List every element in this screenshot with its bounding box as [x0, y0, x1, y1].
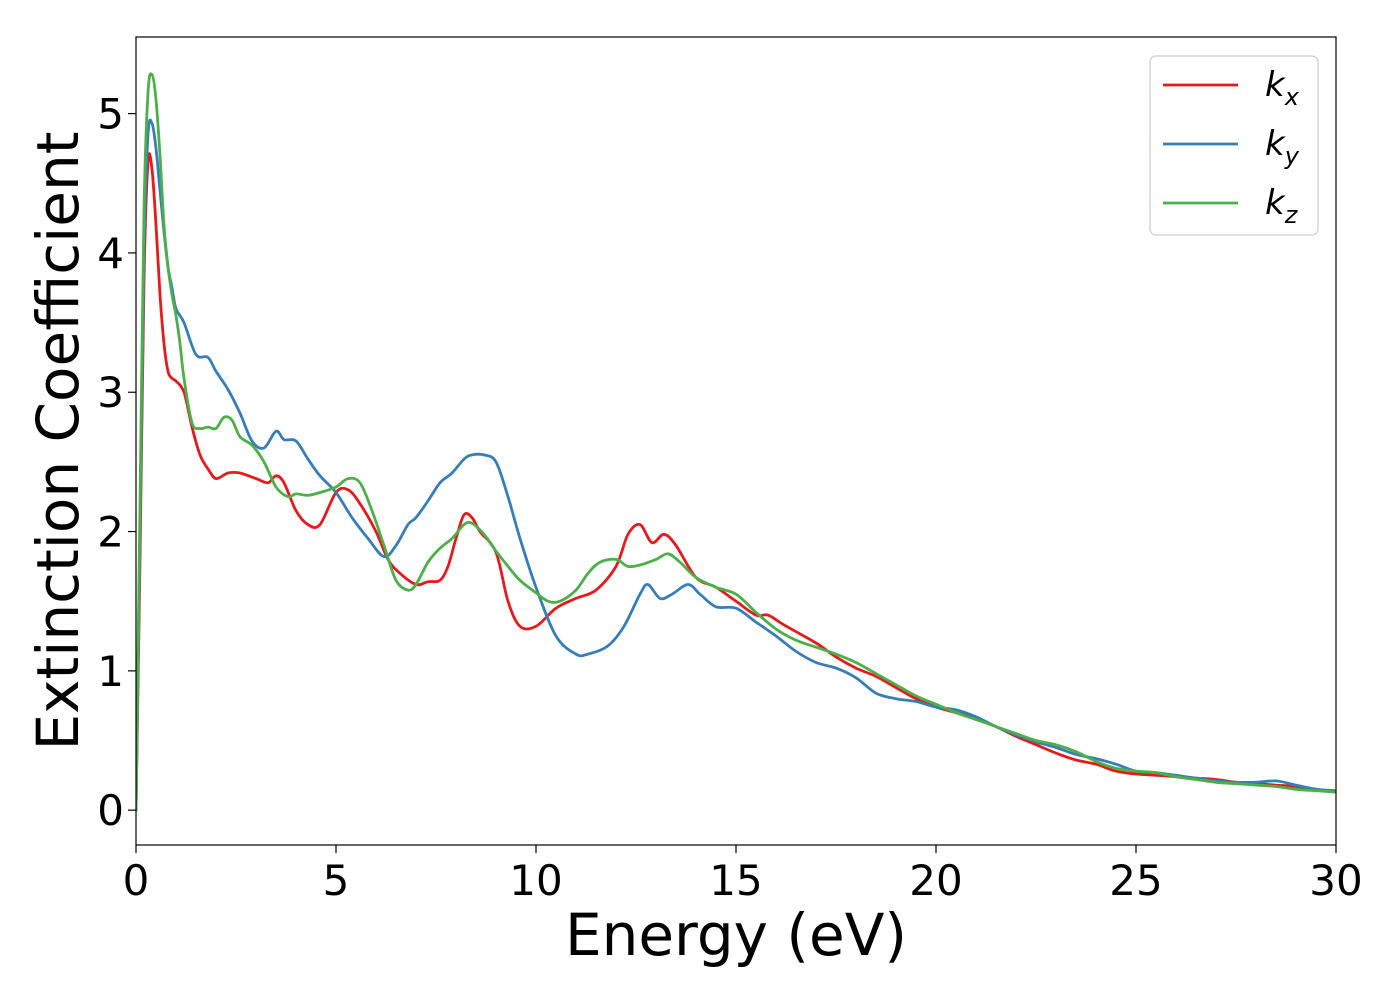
x-tick-label: 0: [123, 856, 150, 905]
x-tick-label: 25: [1109, 856, 1162, 905]
series-line-kz: [136, 72, 1336, 812]
y-axis-label: Extinction Coefficient: [24, 132, 92, 751]
series-line-ky: [136, 118, 1336, 812]
y-tick-label: 4: [97, 229, 124, 278]
x-axis-ticks: 0 5 10 15 20 25 30: [123, 845, 1363, 905]
legend-frame: [1149, 55, 1319, 236]
series-line-kx: [136, 152, 1336, 812]
series-layer: [136, 72, 1336, 812]
y-tick-label: 5: [97, 90, 124, 139]
y-tick-label: 3: [97, 368, 124, 417]
y-axis-ticks: 0 1 2 3 4 5: [97, 90, 136, 835]
x-tick-label: 20: [909, 856, 962, 905]
y-tick-label: 1: [97, 647, 124, 696]
legend: kx ky kz: [1149, 55, 1319, 236]
y-tick-label: 2: [97, 508, 124, 557]
x-tick-label: 15: [709, 856, 762, 905]
legend-label-ky: ky: [1265, 124, 1300, 170]
legend-label-kx: kx: [1265, 65, 1300, 111]
y-tick-label: 0: [97, 786, 124, 835]
x-tick-label: 5: [323, 856, 350, 905]
x-tick-label: 10: [509, 856, 562, 905]
legend-label-kz: kz: [1265, 183, 1299, 229]
x-axis-label: Energy (eV): [565, 901, 907, 969]
x-tick-label: 30: [1309, 856, 1362, 905]
